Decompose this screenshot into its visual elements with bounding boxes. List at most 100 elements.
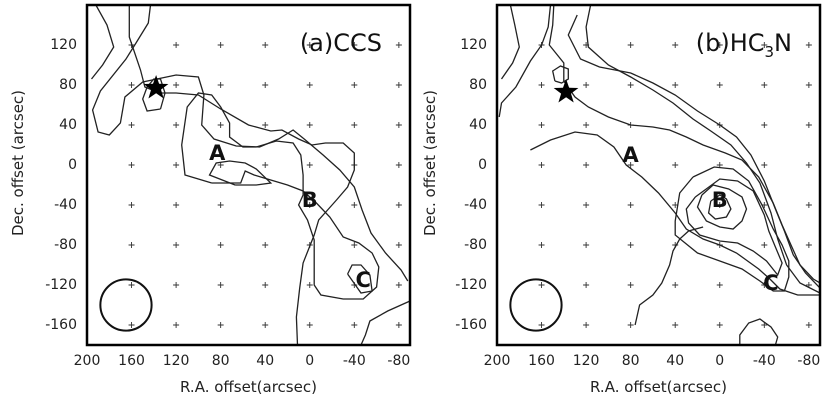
- grid-mark: [128, 322, 135, 328]
- grid-mark: [306, 82, 313, 88]
- grid-mark: [217, 202, 224, 208]
- grid-mark: [805, 82, 812, 88]
- grid-mark: [716, 282, 723, 288]
- y-tick-label: 120: [50, 37, 77, 53]
- grid-mark: [538, 122, 545, 128]
- contour-line: [707, 194, 732, 220]
- grid-mark: [217, 42, 224, 48]
- grid-mark: [716, 202, 723, 208]
- grid-mark: [395, 202, 402, 208]
- grid-mark: [262, 122, 269, 128]
- x-tick-label: 120: [573, 353, 600, 369]
- panel-b-y-axis-title: Dec. offset (arcsec): [421, 90, 439, 236]
- contour-line: [685, 178, 783, 277]
- peak-label: A: [623, 143, 640, 167]
- grid-mark: [262, 162, 269, 168]
- grid-mark: [395, 322, 402, 328]
- grid-mark: [262, 42, 269, 48]
- grid-mark: [217, 82, 224, 88]
- x-tick-label: 40: [256, 353, 274, 369]
- contour-line: [500, 5, 520, 80]
- grid-mark: [351, 122, 358, 128]
- peak-label: B: [302, 188, 318, 212]
- peak-label: C: [763, 271, 778, 295]
- y-tick-label: -80: [464, 237, 487, 253]
- grid-mark: [761, 322, 768, 328]
- panel-b-x-axis-title: R.A. offset(arcsec): [590, 378, 727, 396]
- y-tick-label: -160: [45, 317, 77, 333]
- grid-mark: [262, 202, 269, 208]
- grid-mark: [627, 42, 634, 48]
- y-tick-label: -120: [45, 277, 77, 293]
- grid-mark: [173, 202, 180, 208]
- grid-mark: [627, 82, 634, 88]
- panel-b-contours: [498, 5, 820, 345]
- grid-mark: [538, 322, 545, 328]
- grid-mark: [395, 162, 402, 168]
- x-tick-label: 0: [305, 353, 314, 369]
- grid-mark: [173, 122, 180, 128]
- peak-label: A: [209, 141, 226, 165]
- grid-mark: [716, 322, 723, 328]
- contour-line: [696, 184, 748, 230]
- grid-mark: [538, 242, 545, 248]
- contour-line: [674, 166, 790, 292]
- grid-mark: [672, 282, 679, 288]
- contour-line: [347, 264, 373, 294]
- grid-mark: [173, 82, 180, 88]
- grid-mark: [627, 282, 634, 288]
- grid-mark: [262, 82, 269, 88]
- peak-label: B: [712, 188, 728, 212]
- grid-mark: [306, 42, 313, 48]
- grid-mark: [351, 42, 358, 48]
- grid-mark: [538, 202, 545, 208]
- contour-line: [91, 5, 409, 282]
- x-tick-label: 200: [74, 353, 101, 369]
- grid-mark: [672, 42, 679, 48]
- star-marker: [553, 79, 579, 103]
- grid-mark: [217, 242, 224, 248]
- grid-mark: [672, 122, 679, 128]
- y-tick-label: 40: [469, 117, 487, 133]
- grid-mark: [306, 162, 313, 168]
- grid-mark: [128, 162, 135, 168]
- y-tick-label: -120: [455, 277, 487, 293]
- grid-mark: [395, 242, 402, 248]
- y-tick-label: 0: [478, 157, 487, 173]
- grid-mark: [805, 42, 812, 48]
- contour-line: [498, 5, 552, 118]
- grid-mark: [217, 122, 224, 128]
- x-tick-label: 40: [666, 353, 684, 369]
- contour-line: [90, 5, 115, 80]
- grid-mark: [217, 322, 224, 328]
- x-tick-label: 160: [528, 353, 555, 369]
- grid-mark: [173, 242, 180, 248]
- y-tick-label: 80: [59, 77, 77, 93]
- grid-mark: [306, 202, 313, 208]
- grid-mark: [351, 82, 358, 88]
- y-tick-label: 80: [469, 77, 487, 93]
- grid-mark: [128, 242, 135, 248]
- grid-mark: [672, 82, 679, 88]
- grid-mark: [395, 282, 402, 288]
- y-tick-label: -40: [54, 197, 77, 213]
- panel-a-title: (a)CCS: [300, 29, 382, 57]
- grid-mark: [538, 162, 545, 168]
- x-tick-label: -40: [753, 353, 776, 369]
- x-tick-label: -80: [797, 353, 820, 369]
- grid-mark: [583, 82, 590, 88]
- grid-mark: [351, 322, 358, 328]
- contour-line: [567, 14, 820, 289]
- x-tick-label: -80: [387, 353, 410, 369]
- grid-mark: [672, 162, 679, 168]
- grid-mark: [716, 82, 723, 88]
- panel-a: A B C (a)CCS 200 160 120 80 40 0 -40 -80 120 80 40 0 -40…: [9, 3, 412, 396]
- x-tick-label: 200: [484, 353, 511, 369]
- grid-mark: [805, 322, 812, 328]
- y-tick-label: -160: [455, 317, 487, 333]
- x-tick-label: 80: [622, 353, 640, 369]
- grid-mark: [761, 82, 768, 88]
- grid-mark: [128, 202, 135, 208]
- contour-line: [181, 92, 380, 300]
